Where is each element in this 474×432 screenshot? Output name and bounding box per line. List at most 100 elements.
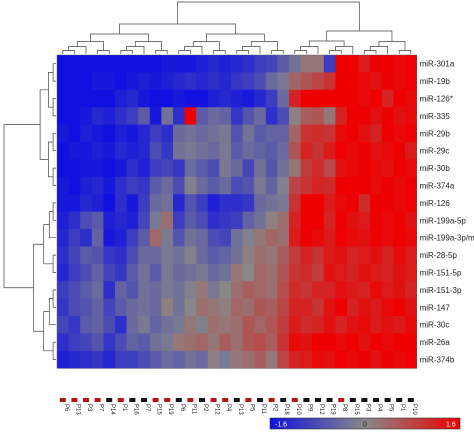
heatmap-cell <box>289 281 301 299</box>
heatmap-cell <box>277 246 290 265</box>
heatmap-cell <box>231 142 243 160</box>
heatmap-cell <box>173 316 185 334</box>
heatmap-cell <box>184 229 197 247</box>
heatmap-cell <box>91 55 104 73</box>
heatmap-cell <box>300 263 313 282</box>
column-label: P19 <box>167 404 173 415</box>
column-group-marker <box>303 398 310 402</box>
heatmap-cell <box>103 316 116 334</box>
heatmap-cell <box>184 107 197 125</box>
heatmap-cell <box>405 350 417 369</box>
heatmap-cell <box>300 194 313 212</box>
heatmap-cell <box>219 142 232 160</box>
column-group-marker <box>129 398 136 402</box>
row-label: miR-28-5p <box>420 251 458 260</box>
heatmap-cell <box>265 107 278 125</box>
heatmap-cell <box>115 229 127 247</box>
heatmap-cell <box>289 55 301 73</box>
heatmap-cell <box>323 124 336 143</box>
heatmap-cell <box>57 107 69 125</box>
heatmap-cell <box>161 89 174 108</box>
heatmap-cell <box>196 55 209 73</box>
heatmap-cell <box>370 316 383 334</box>
row-labels: miR-301a miR-19b miR-126* miR-335 miR-29b miR… <box>420 60 474 365</box>
heatmap-cell <box>80 142 93 160</box>
heatmap-cell <box>370 55 383 73</box>
heatmap-cell <box>184 124 197 143</box>
heatmap-cell <box>335 142 348 160</box>
scale-mid-label: 0 <box>363 422 367 429</box>
heatmap-cell <box>149 55 162 73</box>
heatmap-cell <box>207 350 220 369</box>
dendrogram-link <box>52 63 56 82</box>
heatmap-cell <box>405 211 417 230</box>
heatmap-cell <box>149 229 162 247</box>
heatmap-cell <box>80 263 93 282</box>
column-label: P15 <box>156 404 162 415</box>
heatmap-cell <box>68 159 81 178</box>
heatmap-cell <box>126 350 139 369</box>
column-label: P7 <box>98 404 104 412</box>
dendrogram-link <box>33 243 44 332</box>
heatmap-cell <box>149 263 162 282</box>
column-label: P10 <box>295 404 301 415</box>
heatmap-cell <box>277 211 290 230</box>
heatmap-cell <box>370 298 383 317</box>
column-dendrogram <box>62 1 412 54</box>
column-group-marker <box>268 398 275 402</box>
heatmap-cell <box>80 229 93 247</box>
heatmap-cell <box>393 316 406 334</box>
heatmap-cell <box>347 72 359 91</box>
heatmap-cell <box>184 194 197 212</box>
heatmap-cell <box>358 263 371 282</box>
heatmap-cell <box>289 159 301 178</box>
heatmap-cell <box>254 263 267 282</box>
heatmap-cell <box>57 229 69 247</box>
heatmap-cell <box>80 350 93 369</box>
heatmap-cell <box>381 72 394 91</box>
column-group-marker <box>407 398 414 402</box>
heatmap-cell <box>277 281 290 299</box>
heatmap-cell <box>393 55 406 73</box>
heatmap-cell <box>335 263 348 282</box>
column-group-marker <box>280 398 287 402</box>
row-label: miR-151-3p <box>420 286 462 295</box>
heatmap-cell <box>381 194 394 212</box>
heatmap-cell <box>242 124 255 143</box>
heatmap-cell <box>80 72 93 91</box>
heatmap-cell <box>161 229 174 247</box>
heatmap-cell <box>277 333 290 352</box>
dendrogram-link <box>62 50 75 54</box>
heatmap-cell <box>405 55 417 73</box>
heatmap-cell <box>161 316 174 334</box>
heatmap-cell <box>126 107 139 125</box>
heatmap-cell <box>103 55 116 73</box>
heatmap-cell <box>207 107 220 125</box>
heatmap-cell <box>265 298 278 317</box>
dendrogram-link <box>119 23 236 34</box>
column-group-marker <box>199 398 205 402</box>
heatmap-cell <box>358 211 371 230</box>
heatmap-cell <box>323 55 336 73</box>
heatmap-cell <box>207 229 220 247</box>
heatmap-cell <box>265 211 278 230</box>
heatmap-cell <box>196 124 209 143</box>
heatmap-cell <box>207 298 220 317</box>
heatmap-cell <box>219 316 232 334</box>
heatmap-cell <box>405 194 417 212</box>
heatmap-cell <box>80 176 93 195</box>
heatmap-cell <box>370 142 383 160</box>
column-label: P1 <box>399 404 405 412</box>
heatmap-cell <box>358 107 371 125</box>
heatmap-cell <box>91 176 104 195</box>
heatmap-cell <box>289 246 301 265</box>
heatmap-cell <box>68 316 81 334</box>
dendrogram-link <box>52 289 56 308</box>
heatmap-cell <box>68 333 81 352</box>
heatmap-cell <box>91 159 104 178</box>
heatmap-cell <box>184 211 197 230</box>
heatmap-cell <box>173 55 185 73</box>
heatmap-cell <box>242 107 255 125</box>
heatmap-cell <box>242 176 255 195</box>
heatmap-cell <box>358 246 371 265</box>
